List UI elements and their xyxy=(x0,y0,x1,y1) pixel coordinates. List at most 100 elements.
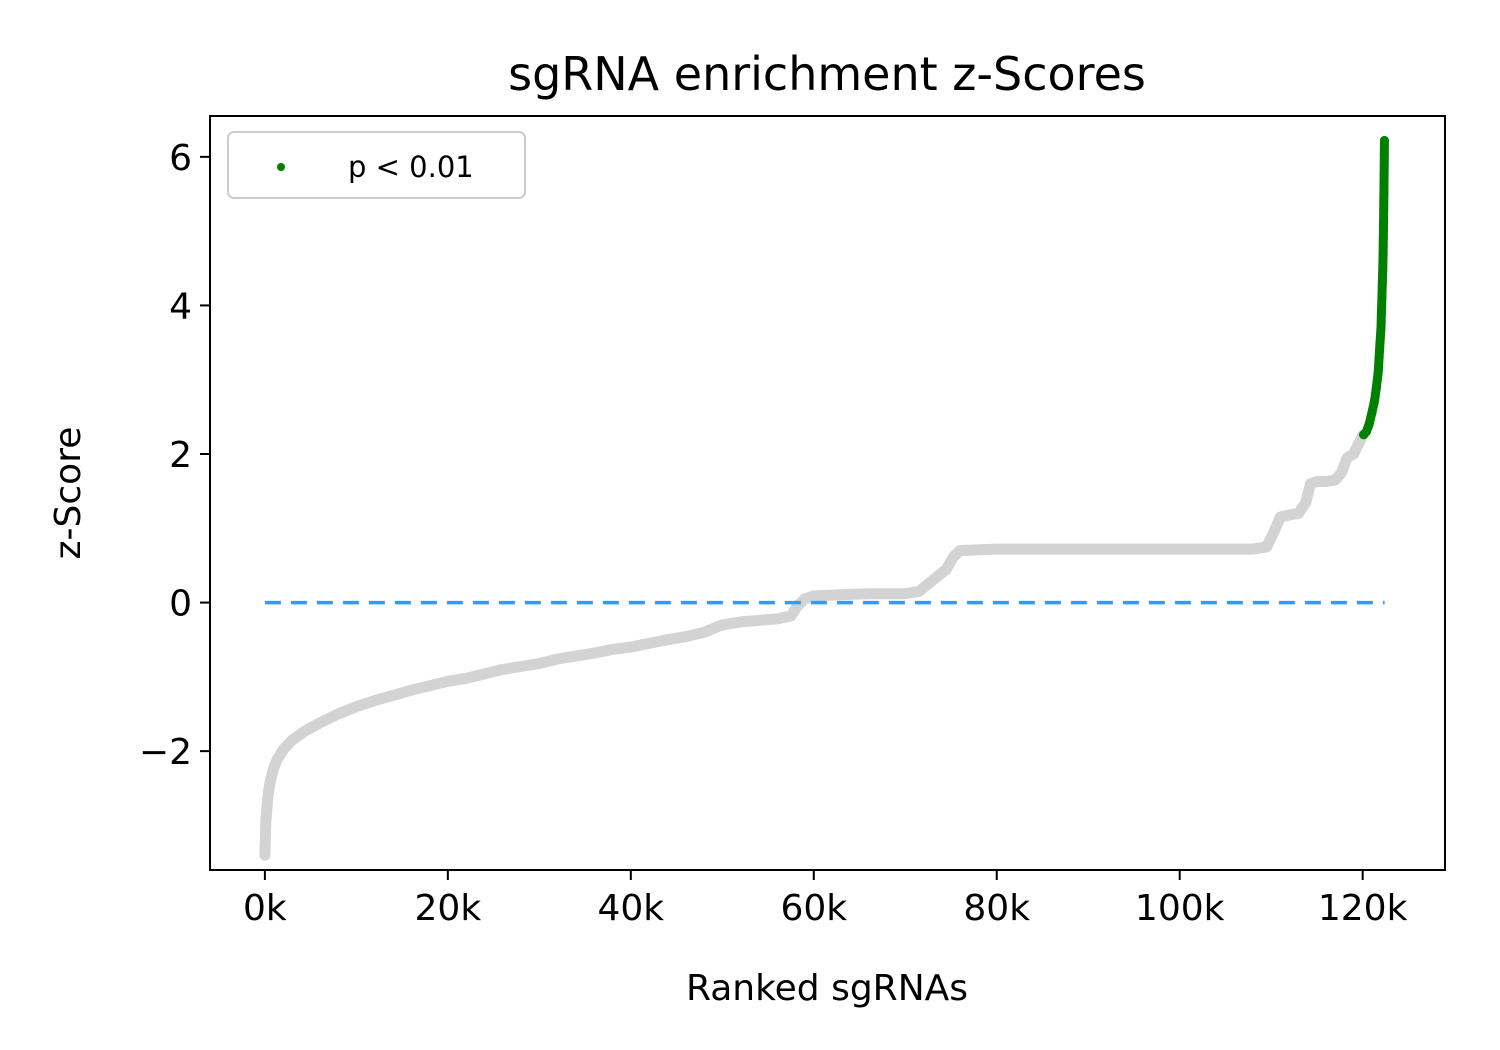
data-point xyxy=(955,545,966,556)
plot-area xyxy=(259,136,1389,861)
data-point xyxy=(1293,508,1304,519)
data-point xyxy=(644,638,655,649)
data-point xyxy=(1268,527,1279,537)
data-point xyxy=(442,676,453,687)
data-point xyxy=(278,744,289,755)
data-point xyxy=(785,610,796,621)
data-point xyxy=(265,775,276,786)
data-point xyxy=(260,816,271,827)
x-tick-label: 120k xyxy=(1318,888,1408,929)
significant-data-point xyxy=(1361,427,1371,437)
data-point xyxy=(1247,544,1258,555)
x-tick-label: 20k xyxy=(415,888,482,929)
data-point xyxy=(735,616,746,627)
data-point xyxy=(552,654,563,665)
significant-data-point xyxy=(1376,323,1386,333)
data-point xyxy=(314,717,325,728)
significant-data-point xyxy=(1379,222,1389,232)
data-point xyxy=(424,680,435,691)
significant-data-point xyxy=(1371,382,1381,392)
data-point xyxy=(827,590,838,601)
data-point xyxy=(991,544,1002,555)
plot-frame xyxy=(209,115,1446,871)
significant-data-point xyxy=(1364,419,1374,429)
legend-box xyxy=(227,131,526,199)
data-point xyxy=(680,631,691,642)
data-point xyxy=(932,571,943,582)
data-point xyxy=(406,685,417,696)
data-point xyxy=(900,588,911,599)
data-point xyxy=(589,648,600,659)
significant-data-point xyxy=(1370,396,1380,406)
data-point xyxy=(625,642,636,653)
y-axis-label: z-Score xyxy=(48,427,89,560)
y-tick-label: 4 xyxy=(169,286,192,327)
data-point xyxy=(351,701,362,712)
y-axis: −2 0 2 4 6 xyxy=(139,138,210,773)
data-point xyxy=(973,544,984,555)
significant-data-point xyxy=(1378,234,1388,244)
x-axis: 0k 20k 40k 60k 80k 100k 120k xyxy=(243,870,1408,929)
chart-title: sgRNA enrichment z-Scores xyxy=(508,47,1146,101)
data-point xyxy=(845,589,856,600)
significant-data-point xyxy=(1378,248,1388,258)
data-point xyxy=(1211,544,1222,555)
data-point xyxy=(1275,512,1286,523)
data-point xyxy=(271,755,282,766)
data-point xyxy=(1321,476,1332,487)
data-point xyxy=(262,794,273,805)
significant-data-point xyxy=(1376,308,1386,318)
y-tick-label: 0 xyxy=(169,584,192,625)
significant-data-point xyxy=(1367,408,1377,418)
data-point xyxy=(1336,467,1347,478)
data-point xyxy=(268,764,279,775)
y-tick-label: −2 xyxy=(139,732,192,773)
x-tick-label: 80k xyxy=(963,888,1030,929)
data-point xyxy=(369,695,380,706)
data-point xyxy=(461,673,472,684)
data-point xyxy=(301,725,312,736)
data-point xyxy=(497,664,508,675)
x-tick-label: 0k xyxy=(243,888,287,929)
data-point xyxy=(913,586,924,597)
legend-label: p < 0.01 xyxy=(348,150,474,184)
data-point xyxy=(1348,449,1359,459)
data-point xyxy=(479,668,490,679)
data-point xyxy=(808,590,819,601)
data-point xyxy=(516,661,527,672)
data-point xyxy=(1300,497,1311,508)
data-point xyxy=(799,593,810,604)
data-point xyxy=(941,564,952,575)
data-point xyxy=(662,634,673,645)
data-point xyxy=(534,658,545,669)
data-point xyxy=(287,735,298,745)
significant-data-point xyxy=(1377,278,1387,288)
data-point xyxy=(1311,476,1322,487)
significant-data-point xyxy=(1379,170,1389,180)
data-point xyxy=(259,850,270,861)
x-tick-label: 40k xyxy=(597,888,664,929)
data-point xyxy=(1101,544,1112,555)
data-point xyxy=(772,613,783,624)
data-point xyxy=(863,588,874,599)
significant-data-point xyxy=(1373,367,1383,377)
significant-data-point xyxy=(1377,293,1387,303)
data-point xyxy=(753,615,764,626)
significant-data-point xyxy=(1379,189,1389,199)
significant-data-point xyxy=(1374,352,1384,362)
x-tick-label: 100k xyxy=(1135,888,1225,929)
series-line-significant xyxy=(1359,136,1389,440)
data-point xyxy=(607,644,618,655)
data-point xyxy=(1330,475,1341,485)
data-point xyxy=(1284,509,1295,520)
data-point xyxy=(1261,541,1272,552)
data-point xyxy=(261,805,272,816)
data-point xyxy=(1028,544,1039,555)
data-point xyxy=(1354,437,1365,448)
data-point xyxy=(1138,544,1149,555)
data-point xyxy=(923,579,934,589)
y-tick-label: 2 xyxy=(169,435,192,476)
x-tick-label: 60k xyxy=(780,888,847,929)
data-point xyxy=(948,551,959,562)
